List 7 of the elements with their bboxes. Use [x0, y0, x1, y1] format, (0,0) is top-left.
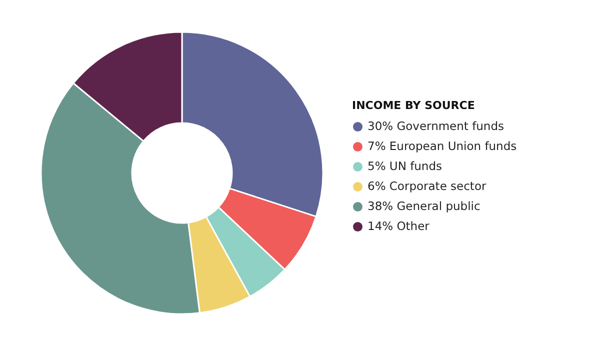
legend-title: INCOME BY SOURCE: [352, 99, 475, 112]
legend-label: 38% General public: [368, 198, 480, 213]
legend-label: 14% Other: [368, 218, 430, 233]
legend-label: 5% UN funds: [368, 158, 442, 173]
legend-label: 30% Government funds: [368, 118, 504, 133]
legend-label: 6% Corporate sector: [368, 178, 486, 193]
legend-label: 7% European Union funds: [368, 138, 517, 153]
